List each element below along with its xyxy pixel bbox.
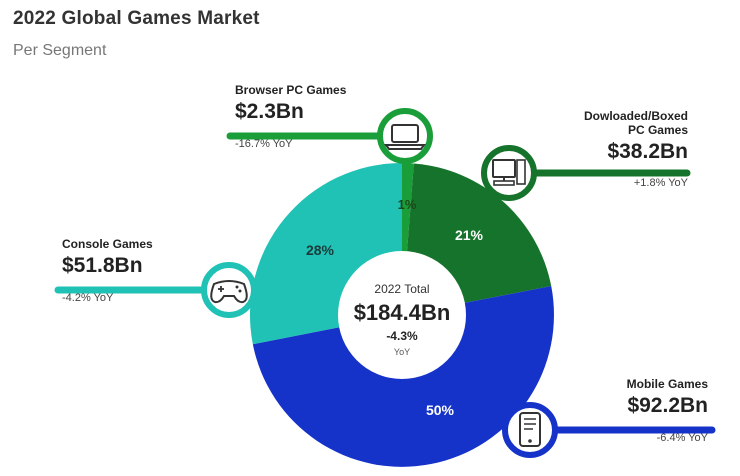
gamepad-icon — [201, 262, 257, 318]
mobile-label-group: Mobile Games $92.2Bn -6.4% YoY — [627, 377, 708, 444]
console-segment-yoy: -4.2% YoY — [62, 292, 114, 304]
browser-segment-value: $2.3Bn — [235, 100, 304, 123]
chart-title: 2022 Global Games Market — [13, 8, 260, 29]
boxed-percent-label: 21% — [455, 227, 484, 243]
center-change: -4.3% — [386, 329, 418, 343]
boxed-segment-name: Dowloaded/Boxed PC Games — [583, 109, 688, 137]
chart-subtitle: Per Segment — [13, 42, 107, 59]
boxed-segment-value: $38.2Bn — [607, 140, 688, 163]
mobile-segment-name: Mobile Games — [626, 377, 708, 391]
smartphone-icon — [502, 402, 558, 458]
browser-label-group: Browser PC Games $2.3Bn -16.7% YoY — [235, 83, 346, 150]
browser-percent-label: 1% — [398, 197, 417, 212]
mobile-segment-value: $92.2Bn — [627, 394, 708, 417]
mobile-percent-label: 50% — [426, 402, 455, 418]
desktop-computer-icon — [481, 145, 537, 201]
console-label-group: Console Games $51.8Bn -4.2% YoY — [62, 237, 153, 304]
console-percent-label: 28% — [306, 242, 335, 258]
console-segment-value: $51.8Bn — [62, 254, 143, 277]
boxed-segment-yoy: +1.8% YoY — [633, 177, 688, 189]
center-caption: 2022 Total — [374, 282, 429, 296]
center-total: $184.4Bn — [354, 300, 451, 325]
mobile-segment-yoy: -6.4% YoY — [656, 432, 708, 444]
laptop-icon — [377, 108, 433, 164]
browser-segment-yoy: -16.7% YoY — [235, 138, 293, 150]
center-change-unit: YoY — [394, 347, 410, 357]
console-segment-name: Console Games — [62, 237, 153, 251]
center-disc — [338, 251, 466, 379]
boxed-label-group: Dowloaded/Boxed PC Games $38.2Bn +1.8% Y… — [584, 109, 688, 189]
browser-segment-name: Browser PC Games — [235, 83, 347, 97]
